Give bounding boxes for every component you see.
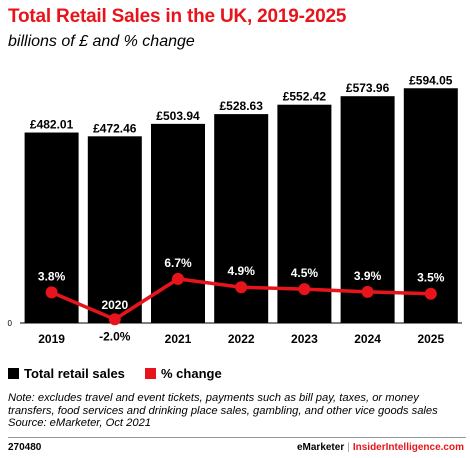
source-text: Source: eMarketer, Oct 2021 [8,417,152,429]
bar-value-label-2024: £573.96 [346,81,390,95]
percent-value-label-2024: 3.9% [354,269,382,283]
bar-2024 [340,96,395,323]
percent-point-2022 [235,281,248,294]
bar-value-label-2023: £552.42 [283,90,327,104]
combo-chart: 0 £482.01 2019 £472.46 2020 £503.94 2021 £528.6… [8,73,462,346]
x-tick-label-2021: 2021 [165,332,192,346]
bar-2025 [403,88,458,324]
bar-2020 [87,136,142,323]
percent-point-2020 [108,313,121,326]
chart-id: 270480 [8,442,42,453]
brand-insider-intelligence: InsiderIntelligence.com [352,442,464,453]
legend-item-total-retail-sales: Total retail sales [8,366,125,381]
bar-value-label-2019: £482.01 [30,118,74,132]
zero-tick-label: 0 [8,319,13,328]
percent-point-2019 [45,286,58,299]
percent-point-2024 [361,285,374,298]
percent-point-2023 [298,283,311,296]
percent-value-label-2023: 4.5% [291,266,319,280]
percent-value-label-2022: 4.9% [228,264,256,278]
bar-value-label-2025: £594.05 [409,73,453,87]
x-tick-label-2022: 2022 [228,332,255,346]
footer-brand: eMarketer | InsiderIntelligence.com [297,442,464,453]
chart-note: Note: excludes travel and event tickets,… [8,392,468,430]
x-tick-label-2019: 2019 [38,332,65,346]
chart-subtitle: billions of £ and % change [8,33,195,50]
percent-point-2021 [172,272,184,285]
legend-swatch-line [145,368,156,379]
bar-value-label-2022: £528.63 [220,99,264,113]
bar-value-label-2021: £503.94 [156,109,200,123]
x-tick-label-2020: 2020 [101,298,128,312]
footer-divider [8,437,466,438]
legend-swatch-bars [8,368,19,379]
legend-item-percent-change: % change [145,366,222,381]
note-text: Note: excludes travel and event tickets,… [8,392,438,417]
x-tick-label-2025: 2025 [417,332,444,346]
percent-value-label-2025: 3.5% [417,271,445,285]
percent-value-label-2019: 3.8% [38,269,66,283]
brand-emarketer: eMarketer [296,442,345,453]
bar-2021 [151,123,205,323]
legend-label: % change [161,366,222,381]
percent-value-label-2021: 6.7% [164,256,192,270]
x-tick-label-2024: 2024 [354,332,381,346]
percent-point-2025 [424,287,437,300]
chart-title: Total Retail Sales in the UK, 2019-2025 [8,6,347,27]
percent-value-label-2020: -2.0% [99,329,131,343]
bar-value-label-2020: £472.46 [93,121,137,135]
brand-separator: | [347,442,350,453]
legend-label: Total retail sales [24,366,125,381]
x-tick-label-2023: 2023 [291,332,318,346]
